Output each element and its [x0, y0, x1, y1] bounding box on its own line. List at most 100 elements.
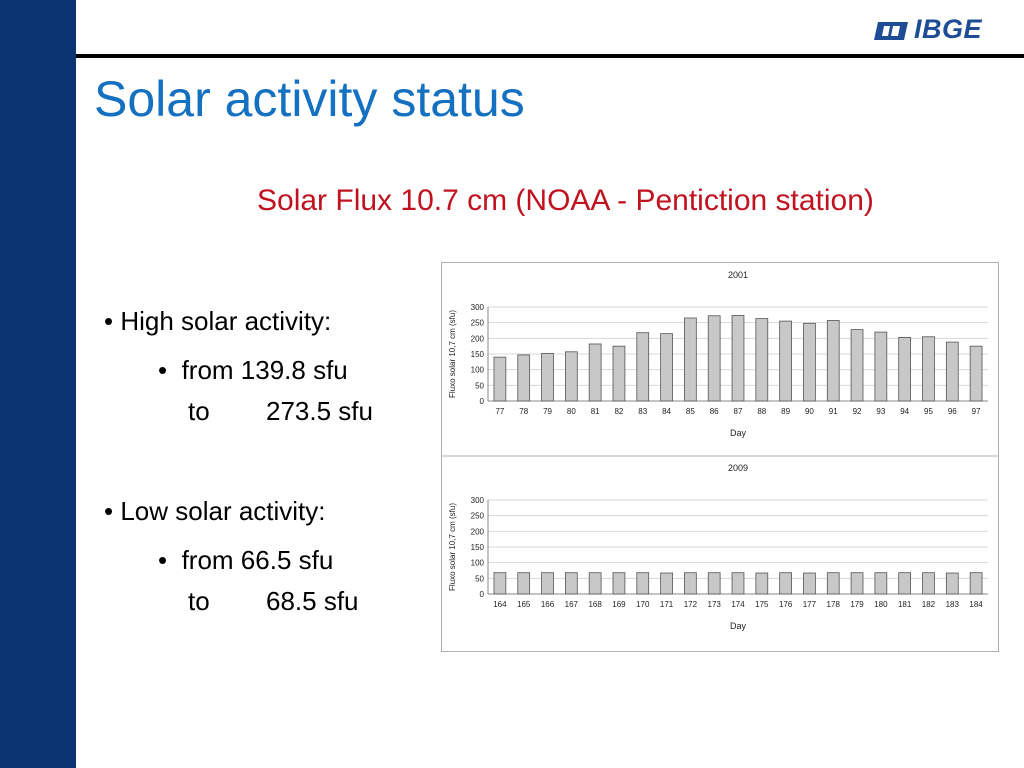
- chart-2009-xtick-label: 183: [946, 600, 960, 609]
- chart-2001-xtick-label: 84: [662, 407, 671, 416]
- chart-2009-bar-165: [517, 572, 531, 595]
- chart-2001-xtick-label: 94: [900, 407, 909, 416]
- chart-2009-bar-168: [588, 572, 602, 595]
- chart-2009-bar-175: [755, 572, 769, 595]
- sidebar-band: [0, 0, 76, 768]
- chart-panel: 2001 0 50 100 150 200 250 300 Fluxo solar 10,7 c…: [441, 262, 999, 652]
- chart-2001-bar-92: [850, 329, 864, 402]
- chart-2009-xtick-label: 174: [731, 600, 745, 609]
- chart-2009-bar-170: [636, 572, 650, 595]
- high-to-word: to: [188, 396, 210, 426]
- chart-2009-ytick-label: 250: [471, 512, 485, 521]
- chart-2001-bar-78: [517, 354, 531, 402]
- chart-2009-bar-171: [660, 572, 673, 595]
- low-to-word: to: [188, 586, 210, 616]
- chart-2001-bar-79: [541, 352, 554, 402]
- low-from-value: 66.5 sfu: [240, 545, 334, 575]
- chart-2001-ytick-label: 200: [471, 334, 485, 343]
- chart-2009-ytick-label: 0: [480, 590, 485, 599]
- chart-2009-xtick-label: 182: [922, 600, 936, 609]
- chart-2009-xtick-label: 180: [874, 600, 888, 609]
- chart-2001-bar-82: [612, 345, 626, 402]
- chart-2001-xtick-label: 80: [567, 407, 576, 416]
- chart-2009-bar-174: [731, 572, 745, 595]
- chart-2009-xtick-label: 181: [898, 600, 912, 609]
- chart-2001-bar-90: [803, 322, 816, 402]
- chart-2009-xtick-label: 175: [755, 600, 769, 609]
- chart-2001-bar-96: [945, 341, 959, 402]
- chart-2009-bar-167: [564, 572, 578, 595]
- chart-2009-xtick-label: 172: [684, 600, 698, 609]
- chart-2001-xtick-label: 81: [591, 407, 600, 416]
- chart-2001-bar-77: [493, 356, 507, 402]
- chart-2001-bar-93: [874, 331, 888, 402]
- chart-2009-bar-183: [945, 572, 959, 595]
- chart-2001-bar-80: [564, 351, 578, 402]
- low-to-line: to 68.5 sfu: [188, 586, 359, 617]
- chart-2001-bar-97: [969, 345, 983, 402]
- chart-2009-ytick-label: 100: [471, 559, 485, 568]
- chart-2009-bar-172: [684, 572, 697, 595]
- logo-wordmark: IBGE: [914, 14, 983, 44]
- chart-2001-bar-83: [636, 332, 650, 402]
- chart-2001-xlabel: Day: [730, 428, 747, 438]
- low-from-word: from: [181, 545, 234, 575]
- chart-2009-xtick-label: 169: [612, 600, 626, 609]
- chart-2001-bar-88: [755, 318, 769, 402]
- chart-2009-title: 2009: [728, 463, 748, 473]
- chart-2001-ytick-label: 0: [480, 397, 485, 406]
- chart-2009-bar-179: [850, 572, 864, 595]
- chart-2001-ytick-label: 50: [475, 381, 484, 390]
- chart-2001-bar-84: [660, 333, 673, 402]
- chart-2001-ylabel: Fluxo solar 10,7 cm (sfu): [448, 310, 457, 398]
- chart-2009-bar-164: [493, 572, 507, 595]
- chart-2009-ytick-label: 50: [475, 574, 484, 583]
- chart-2001-xtick-label: 89: [781, 407, 790, 416]
- chart-2001-bar-94: [898, 336, 912, 402]
- chart-2001-xtick-label: 92: [853, 407, 862, 416]
- chart-2009-xtick-label: 171: [660, 600, 674, 609]
- high-from-word: from: [181, 355, 234, 385]
- chart-2009-bar-176: [779, 572, 792, 595]
- chart-2009-ylabel: Fluxo solar 10,7 cm (sfu): [448, 503, 457, 591]
- chart-2001-xtick-label: 78: [519, 407, 528, 416]
- chart-2009-bar-166: [541, 572, 554, 595]
- bullet-low-activity: • Low solar activity:: [104, 496, 326, 526]
- chart-2001-bar-95: [922, 336, 935, 402]
- chart-2009-xtick-label: 173: [708, 600, 722, 609]
- chart-2009-xtick-label: 164: [493, 600, 507, 609]
- high-from-value: 139.8 sfu: [240, 355, 348, 385]
- chart-subtitle: Solar Flux 10.7 cm (NOAA - Pentiction st…: [257, 184, 874, 217]
- low-to-value: 68.5 sfu: [266, 586, 359, 616]
- chart-2001-xtick-label: 91: [829, 407, 838, 416]
- chart-2009-bar-177: [803, 572, 816, 595]
- chart-2001-xtick-label: 83: [638, 407, 647, 416]
- ibge-logo-icon: [874, 22, 908, 40]
- chart-2001-xtick-label: 90: [805, 407, 814, 416]
- chart-2009-bar-181: [898, 572, 912, 595]
- bar-charts-svg: 2001 0 50 100 150 200 250 300 Fluxo solar 10,7 c…: [442, 270, 998, 631]
- chart-2009-bar-180: [874, 572, 888, 595]
- chart-2009-xtick-label: 170: [636, 600, 650, 609]
- chart-2009-xtick-label: 165: [517, 600, 531, 609]
- page-title: Solar activity status: [94, 71, 525, 127]
- chart-2001-xtick-label: 86: [710, 407, 719, 416]
- chart-2001-bar-91: [826, 320, 840, 402]
- chart-2009-xtick-label: 168: [588, 600, 602, 609]
- chart-2001-xtick-label: 77: [495, 407, 504, 416]
- chart-2001-xtick-label: 85: [686, 407, 695, 416]
- chart-2001-ytick-label: 100: [471, 366, 485, 375]
- chart-2001-ytick-label: 300: [471, 303, 485, 312]
- bullet-high-activity: • High solar activity:: [104, 306, 332, 336]
- chart-2001-xtick-label: 97: [972, 407, 981, 416]
- chart-2009-xtick-label: 167: [565, 600, 579, 609]
- chart-2001-bar-85: [684, 317, 697, 402]
- chart-2001-xtick-label: 93: [876, 407, 885, 416]
- chart-2001-ytick-label: 150: [471, 350, 485, 359]
- chart-2001-xtick-label: 96: [948, 407, 957, 416]
- chart-2001-bar-86: [707, 315, 721, 402]
- chart-2009-xlabel: Day: [730, 621, 747, 631]
- chart-2001-bar-89: [779, 320, 792, 402]
- chart-2001-ytick-label: 250: [471, 319, 485, 328]
- chart-2009-xtick-label: 178: [827, 600, 841, 609]
